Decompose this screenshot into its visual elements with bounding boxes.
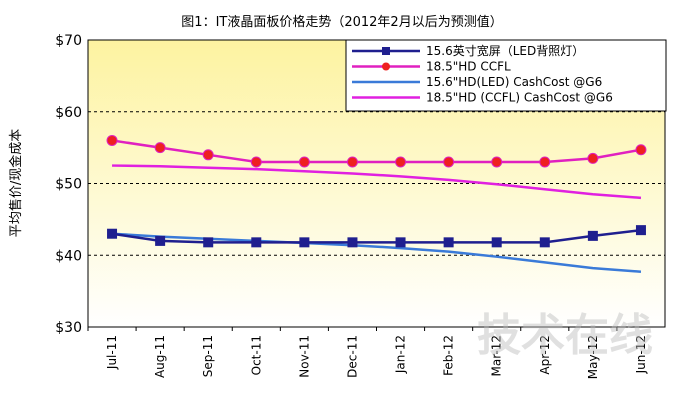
watermark: 技术在线 (477, 310, 653, 361)
data-point-square (107, 228, 118, 239)
y-tick-label: $40 (55, 248, 82, 264)
data-point-square (347, 237, 358, 248)
data-point-square (539, 237, 550, 248)
x-tick-label: Jun-12 (634, 335, 648, 374)
x-tick-label: Sep-11 (201, 335, 215, 377)
legend-label: 15.6"HD(LED) CashCost @G6 (426, 75, 602, 89)
x-tick-label: Aug-11 (153, 335, 167, 378)
legend-marker-square (382, 47, 390, 55)
data-point-dot (587, 152, 599, 164)
y-tick-label: $50 (55, 177, 82, 193)
y-tick-label: $30 (55, 320, 82, 336)
data-point-square (299, 237, 310, 248)
data-point-square (443, 237, 454, 248)
data-point-dot (539, 156, 551, 168)
x-tick-label: Jan-12 (394, 335, 408, 374)
data-point-square (635, 225, 646, 236)
series-line (111, 232, 642, 273)
data-point-square (395, 237, 406, 248)
data-point-square (587, 230, 598, 241)
data-point-dot (491, 156, 503, 168)
chart-title: 图1：IT液晶面板价格走势（2012年2月以后为预测值） (181, 14, 502, 30)
series-line (111, 139, 642, 164)
data-point-dot (154, 142, 166, 154)
data-point-square (155, 235, 166, 246)
data-point-dot (443, 156, 455, 168)
data-point-dot (202, 149, 214, 161)
legend-label: 18.5"HD (CCFL) CashCost @G6 (426, 91, 613, 105)
data-point-dot (635, 144, 647, 156)
x-tick-label: Oct-11 (249, 335, 263, 375)
data-point-square (251, 237, 262, 248)
x-tick-label: Dec-11 (345, 335, 359, 378)
data-point-dot (106, 134, 118, 146)
y-axis-ticks: $30 $40 $50 $60 $70 (55, 33, 82, 336)
y-axis-label: 平均售价/现金成本 (8, 129, 24, 237)
legend-label: 18.5"HD CCFL (426, 60, 511, 74)
y-tick-label: $70 (55, 33, 82, 49)
series-line (111, 228, 642, 244)
data-point-square (491, 237, 502, 248)
legend-label: 15.6英寸宽屏（LED背照灯） (426, 43, 584, 58)
series-line (112, 164, 642, 200)
x-tick-label: Nov-11 (297, 335, 311, 378)
gridlines (88, 111, 665, 256)
data-point-square (203, 237, 214, 248)
data-point-dot (250, 156, 262, 168)
x-tick-label: Jul-11 (105, 335, 119, 370)
x-tick-label: May-12 (586, 335, 600, 379)
series-group (106, 134, 647, 273)
data-point-dot (395, 156, 407, 168)
x-tick-label: Feb-12 (442, 335, 456, 376)
x-axis-ticks: Jul-11 Aug-11 Sep-11 Oct-11 Nov-11 Dec-11 Jan-… (87, 327, 648, 379)
data-point-dot (346, 156, 358, 168)
legend-marker-dot (382, 62, 390, 71)
x-tick-label: Mar-12 (490, 335, 504, 376)
x-tick-label: Apr-12 (538, 335, 552, 375)
y-tick-label: $60 (55, 105, 82, 121)
data-point-dot (298, 156, 310, 168)
legend: 15.6英寸宽屏（LED背照灯） 18.5"HD CCFL15.6"HD(LED)… (345, 39, 667, 112)
